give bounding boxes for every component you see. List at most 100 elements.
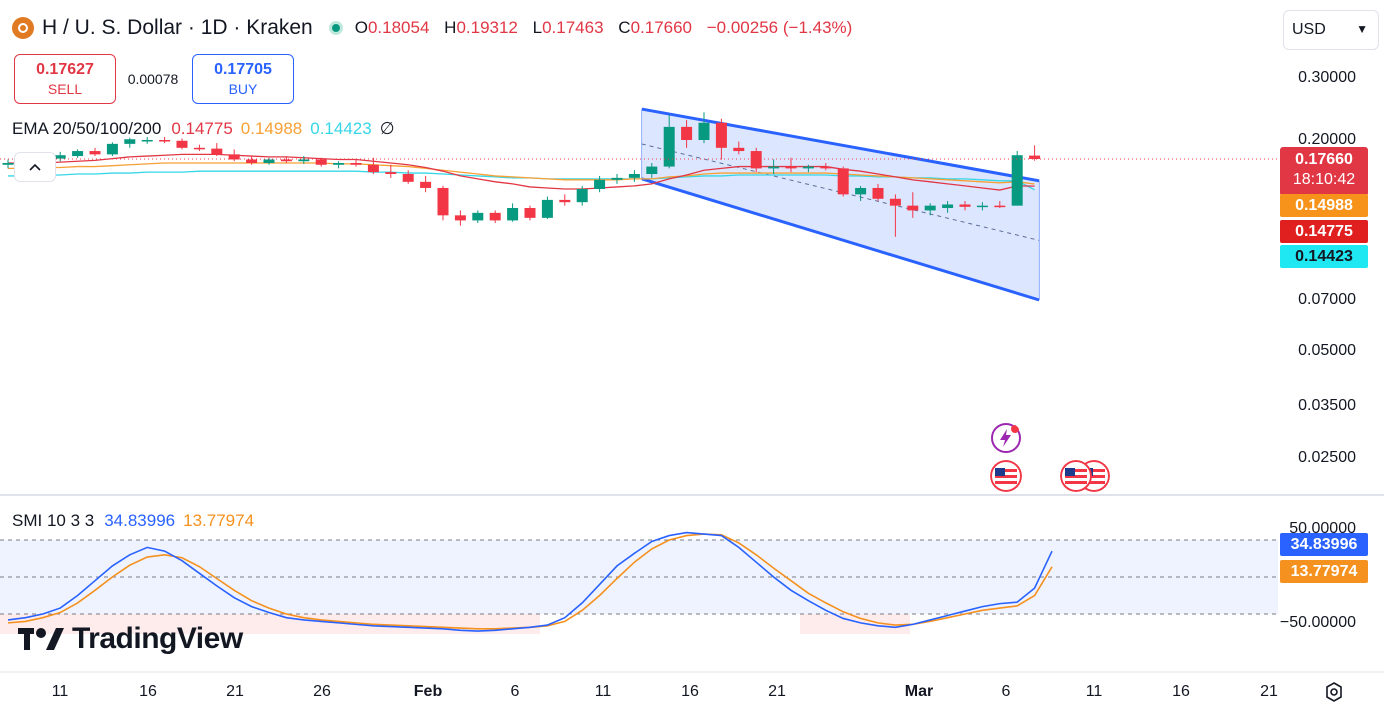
open-value: 0.18054 [367,18,430,37]
spread-value: 0.00078 [127,71,179,87]
symbol-header: H / U. S. Dollar · 1D · Kraken O0.18054 … [12,16,862,40]
smi-axis-label: −50.00000 [1279,614,1356,631]
time-axis-label: 26 [313,683,331,700]
candle-body [454,215,466,221]
ema20-value: 0.14775 [171,119,233,138]
buy-button[interactable]: 0.17705 BUY [192,54,294,104]
candle-body [350,162,362,165]
smi-line [7,531,1053,632]
tradingview-wordmark: TradingView [72,622,243,655]
sell-button[interactable]: 0.17627 SELL [14,54,116,104]
currency-select-value: USD [1292,21,1326,38]
candle-body [698,122,710,140]
price-axis-label: 0.03500 [1298,397,1356,414]
candle-body [959,204,971,207]
candle-body [924,205,936,211]
candle-body [559,199,571,203]
price-axis-label: 0.20000 [1298,131,1356,148]
candle-body [489,212,501,221]
sell-label: SELL [47,81,83,97]
tradingview-logo[interactable]: TradingView [18,622,243,656]
channel-upper-line [641,107,1040,183]
candle-body [750,151,762,169]
price-axis-label: 0.07000 [1298,291,1356,308]
candle-body [193,147,205,150]
us-flag-event-icon[interactable] [1060,460,1092,492]
candle-body [646,166,658,175]
candle-body [611,177,623,180]
candle-body [855,187,867,195]
time-axis-label: 16 [139,683,157,700]
bar-countdown: 18:10:42 [1292,171,1356,188]
candle-body [1029,155,1041,159]
price-axis-label: 0.05000 [1298,342,1356,359]
collapse-legend-button[interactable] [14,152,56,182]
smi-value: 34.83996 [104,511,176,530]
candle-body [681,126,693,140]
time-axis-label: Feb [413,683,443,700]
candle-body [402,174,414,182]
time-axis-label: 21 [768,683,786,700]
candle-body [663,126,675,167]
candle-body [89,151,101,155]
time-axis-label: 6 [1001,683,1011,700]
candle-body [298,159,310,162]
smi-tag: 34.83996 [1280,533,1368,556]
time-axis-label: 21 [1260,683,1278,700]
time-axis-label: 21 [226,683,244,700]
ema100-value: 0.14423 [310,119,372,138]
candle-body [2,162,14,165]
candle-body [820,166,832,169]
smi-legend[interactable]: SMI 10 3 3 34.83996 13.77974 [12,511,254,531]
lightning-event-icon[interactable] [990,422,1022,454]
symbol-title[interactable]: H / U. S. Dollar · 1D · Kraken [42,16,313,39]
currency-select[interactable]: USD ▼ [1283,10,1379,50]
candle-body [768,166,780,169]
time-axis-label: 11 [51,683,69,700]
candle-body [733,147,745,152]
candle-body [907,205,919,211]
ema50-tag: 0.14988 [1280,194,1368,217]
candle-body [159,140,171,142]
candle-body [1011,155,1023,206]
buy-label: BUY [228,81,258,97]
sell-price: 0.17627 [36,61,94,78]
candle-body [976,205,988,208]
ema50-line [8,162,1035,185]
candle-body [802,166,814,169]
candle-body [594,179,606,190]
candle-body [715,122,727,148]
channel-fill [641,109,1040,301]
low-value: 0.17463 [542,18,604,37]
time-axis-label: 16 [681,683,699,700]
candle-body [263,159,275,163]
candle-body [420,181,432,188]
candle-body [176,140,188,148]
tradingview-logo-icon [18,628,64,650]
chevron-down-icon: ▼ [1356,22,1368,36]
candle-body [437,187,449,216]
smi-signal-tag: 13.77974 [1280,560,1368,583]
candle-body [367,164,379,173]
close-value: 0.17660 [630,18,693,37]
buy-price: 0.17705 [214,61,272,78]
us-flag-event-icon[interactable] [990,460,1022,492]
candle-body [785,166,797,169]
candle-body [541,199,553,218]
candle-body [837,168,849,195]
price-axis-label: 0.30000 [1298,69,1356,86]
gear-icon[interactable] [1322,680,1346,704]
channel-lower-line [641,177,1040,302]
candle-body [385,172,397,175]
ema20-line [8,153,1035,191]
ema-legend[interactable]: EMA 20/50/100/200 0.14775 0.14988 0.14423 ∅ [12,119,395,139]
candle-body [315,159,327,165]
time-axis-label: 11 [1085,683,1103,700]
last-price-tag: 0.17660 18:10:42 [1280,147,1368,196]
last-price-value: 0.17660 [1295,151,1353,168]
symbol-logo-icon[interactable] [12,17,34,39]
candle-body [106,143,118,155]
market-status-icon[interactable] [328,21,343,35]
candle-body [507,208,519,221]
